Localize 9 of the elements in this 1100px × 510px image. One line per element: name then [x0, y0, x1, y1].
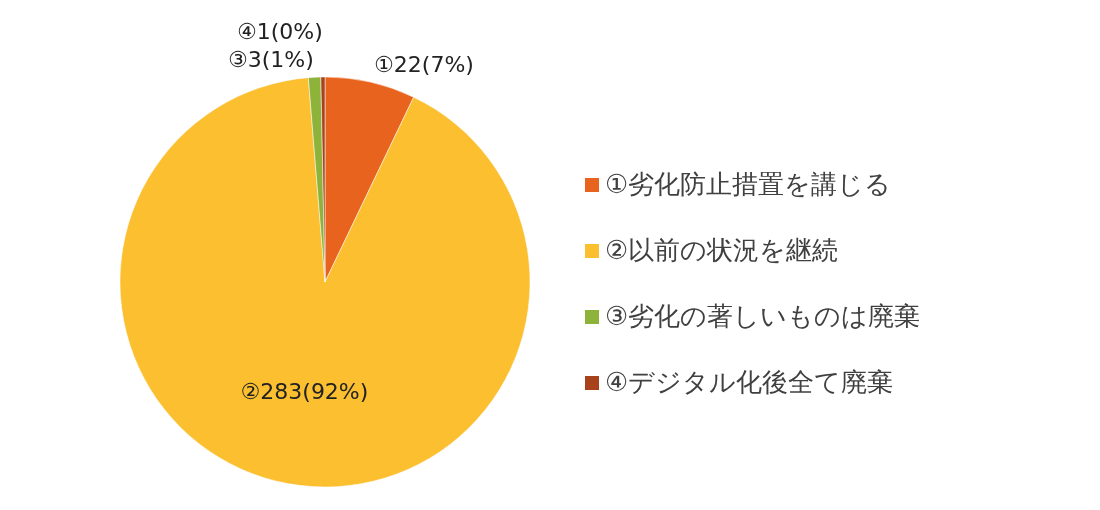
data-label: ②283(92%)	[240, 378, 369, 404]
legend-label: ②以前の状況を継続	[605, 234, 839, 265]
pie-slice	[119, 77, 531, 488]
legend-label: ①劣化防止措置を講じる	[605, 168, 892, 199]
data-label: ①22(7%)	[374, 52, 474, 78]
data-label: ③3(1%)	[227, 46, 314, 72]
data-label: ④1(0%)	[236, 18, 323, 44]
legend-label: ④デジタル化後全て廃棄	[605, 366, 894, 397]
legend-label: ③劣化の著しいものは廃棄	[605, 300, 921, 331]
